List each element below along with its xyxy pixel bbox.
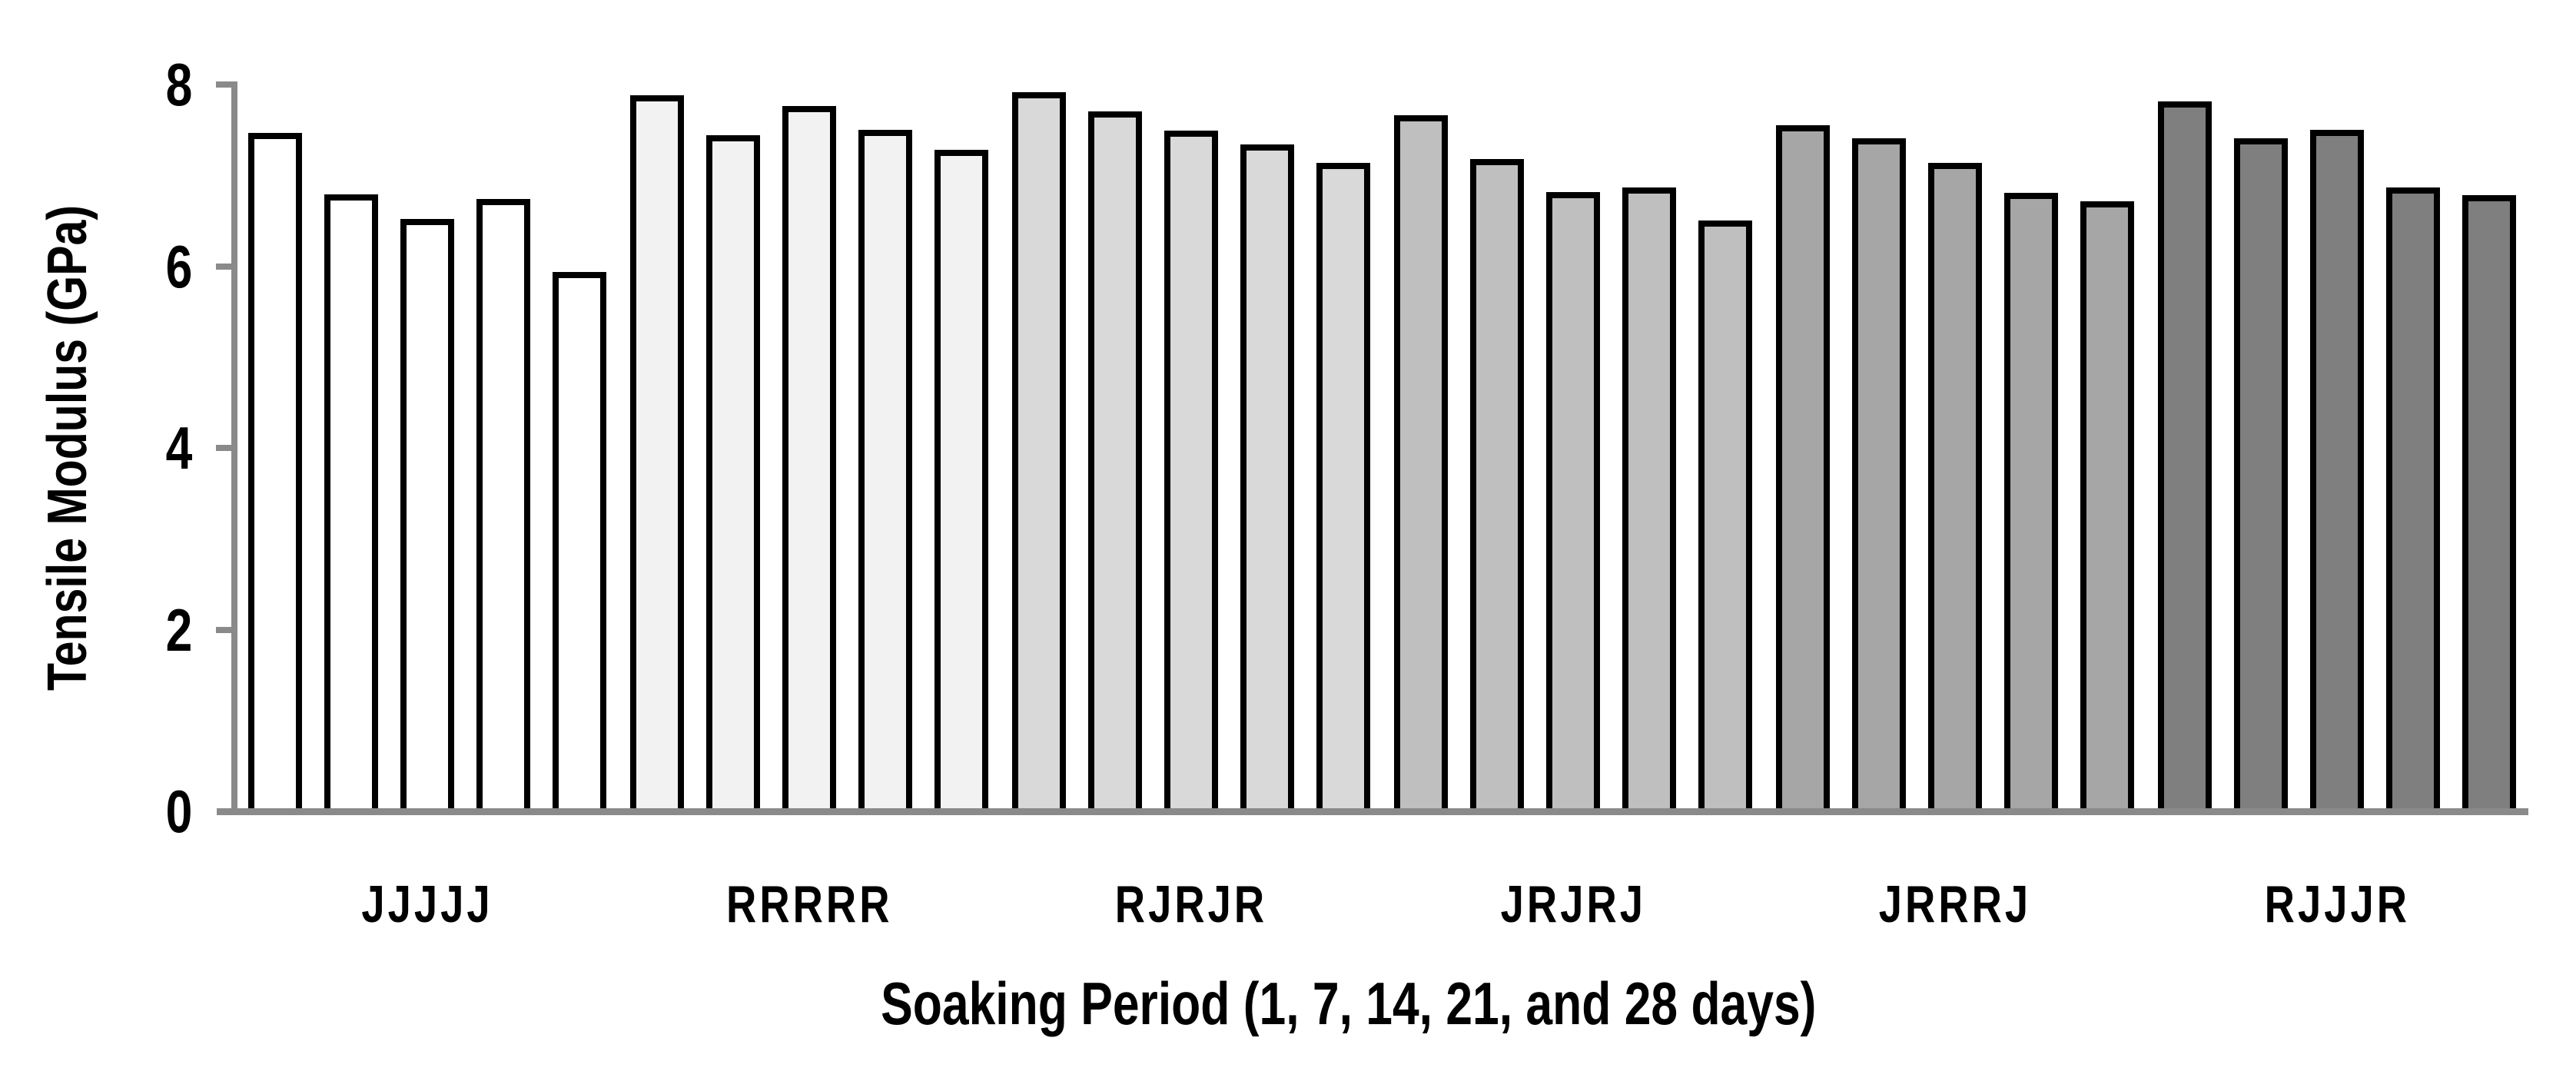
x-axis-title-text: Soaking Period (1, 7, 14, 21, and 28 day… xyxy=(881,970,1817,1037)
bar-RJJJR-day14 xyxy=(2310,130,2364,813)
bar-RJJJR-day28 xyxy=(2462,195,2516,813)
bar-JRRRJ-day1 xyxy=(1776,125,1830,813)
y-tick-label: 0 xyxy=(54,773,192,850)
category-label-text: RRRRR xyxy=(725,875,893,933)
bar-JJJJJ-day14 xyxy=(400,219,454,813)
y-tick-mark xyxy=(216,81,231,88)
y-axis-line xyxy=(231,81,237,815)
bar-JJJJJ-day21 xyxy=(476,199,530,813)
bar-RRRRR-day21 xyxy=(858,130,912,813)
y-tick-label: 8 xyxy=(54,46,192,123)
bar-JRJRJ-day7 xyxy=(1470,159,1524,813)
bar-RJRJR-day28 xyxy=(1316,163,1370,813)
bar-RRRRR-day7 xyxy=(706,135,760,813)
category-label-text: JJJJJ xyxy=(361,875,493,933)
y-tick-label-text: 0 xyxy=(165,778,192,845)
y-tick-mark xyxy=(216,445,231,451)
category-label-text: JRJRJ xyxy=(1500,875,1646,933)
bar-JRJRJ-day14 xyxy=(1546,192,1600,813)
category-label-text: RJJJR xyxy=(2264,875,2410,933)
bar-JRRRJ-day21 xyxy=(2004,193,2058,813)
category-label-RRRRR: RRRRR xyxy=(632,872,986,937)
y-tick-label: 4 xyxy=(54,410,192,486)
bar-RJJJR-day21 xyxy=(2386,187,2440,813)
y-tick-label-text: 4 xyxy=(165,414,192,482)
bar-JRJRJ-day1 xyxy=(1394,115,1448,813)
y-tick-mark xyxy=(216,626,231,633)
y-tick-label-text: 8 xyxy=(165,51,192,118)
bar-JJJJJ-day1 xyxy=(248,133,302,813)
category-label-RJJJR: RJJJR xyxy=(2160,872,2514,937)
bar-JRRRJ-day7 xyxy=(1852,138,1906,813)
bar-JRRRJ-day28 xyxy=(2080,201,2134,813)
category-label-text: JRRRJ xyxy=(1878,875,2032,933)
y-tick-label: 6 xyxy=(54,228,192,305)
bar-JRJRJ-day21 xyxy=(1622,187,1676,813)
bar-RJRJR-day14 xyxy=(1164,131,1218,813)
bar-RJRJR-day1 xyxy=(1012,92,1066,813)
category-label-JRJRJ: JRJRJ xyxy=(1396,872,1750,937)
y-tick-label-text: 2 xyxy=(165,595,192,664)
category-label-JJJJJ: JJJJJ xyxy=(251,872,604,937)
bar-JRRRJ-day14 xyxy=(1928,163,1982,813)
bar-JRJRJ-day28 xyxy=(1698,221,1752,813)
bar-RJJJR-day1 xyxy=(2158,101,2212,813)
category-label-text: RJRJR xyxy=(1114,875,1268,933)
bar-RRRRR-day1 xyxy=(630,95,684,813)
bar-RJRJR-day21 xyxy=(1240,144,1294,813)
x-axis-line xyxy=(217,808,2528,815)
bar-RRRRR-day14 xyxy=(782,106,836,813)
category-label-JRRRJ: JRRRJ xyxy=(1778,872,2132,937)
y-tick-mark xyxy=(216,263,231,270)
bar-RRRRR-day28 xyxy=(934,150,988,813)
bar-JJJJJ-day28 xyxy=(553,272,606,813)
bar-RJRJR-day7 xyxy=(1088,111,1142,813)
y-tick-label-text: 6 xyxy=(165,232,192,300)
y-tick-label: 2 xyxy=(54,592,192,668)
bar-JJJJJ-day7 xyxy=(324,194,378,813)
bar-RJJJR-day7 xyxy=(2234,138,2288,813)
category-label-RJRJR: RJRJR xyxy=(1014,872,1368,937)
x-axis-title: Soaking Period (1, 7, 14, 21, and 28 day… xyxy=(580,967,2117,1040)
